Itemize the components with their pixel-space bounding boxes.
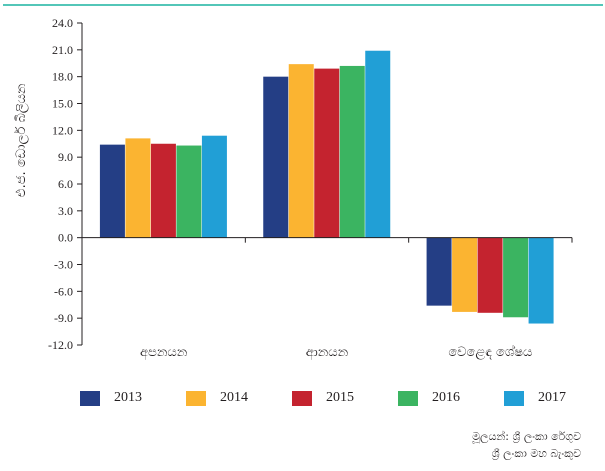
legend-item-2016: 2016 <box>398 388 460 408</box>
legend-swatch <box>80 390 100 406</box>
bar-2015-1 <box>150 143 176 238</box>
y-tick-label: 3.0 <box>58 204 73 218</box>
bar-2016-1 <box>176 145 202 238</box>
bar-2013-3 <box>426 237 452 306</box>
bar-2017-1 <box>201 135 227 238</box>
legend-label: 2013 <box>114 390 142 405</box>
top-rule <box>3 4 603 6</box>
y-tick-label: -9.0 <box>54 311 73 325</box>
legend-label: 2014 <box>220 390 248 405</box>
bar-2014-3 <box>452 237 478 312</box>
legend-item-2014: 2014 <box>186 388 248 408</box>
bar-2013-1 <box>99 144 125 238</box>
bar-2014-2 <box>288 64 314 238</box>
bar-2014-1 <box>125 138 151 238</box>
bar-2017-3 <box>528 237 554 324</box>
source-line-2: ශ්‍රී ලංකා මහ බැංකුව <box>491 447 581 460</box>
y-tick-label: 9.0 <box>58 150 73 164</box>
source-note: මූලයන්: ශ්‍රී ලංකා රේගුව ශ්‍රී ලංකා මහ බ… <box>472 428 581 462</box>
y-tick-label: 0.0 <box>58 231 73 245</box>
bar-2017-2 <box>365 50 391 238</box>
category-label: අපනයන <box>140 345 188 360</box>
y-tick-label: 15.0 <box>52 97 73 111</box>
y-tick-label: -12.0 <box>48 338 73 352</box>
category-label: වෙළෙඳ ශේෂය <box>448 344 532 360</box>
y-tick-label: -6.0 <box>54 284 73 298</box>
bar-2016-3 <box>503 237 529 318</box>
legend-item-2015: 2015 <box>292 388 354 408</box>
y-axis-title: එ.ජ. ඩොලර් බිලියන <box>13 83 29 197</box>
legend-item-2017: 2017 <box>504 388 566 408</box>
legend-swatch <box>504 390 524 406</box>
legend-label: 2015 <box>326 390 354 405</box>
y-tick-label: 12.0 <box>52 123 73 137</box>
legend-swatch <box>186 390 206 406</box>
bar-2013-2 <box>263 76 289 238</box>
legend-swatch <box>292 390 312 406</box>
y-tick-label: -3.0 <box>54 258 73 272</box>
bar-2015-2 <box>314 68 340 238</box>
legend-label: 2016 <box>432 390 460 405</box>
source-line-1: මූලයන්: ශ්‍රී ලංකා රේගුව <box>472 430 581 443</box>
bar-chart: 24.0 21.0 18.0 15.0 12.0 9.0 6.0 3.0 0.0 -3.0 -6.0… <box>13 16 573 360</box>
category-label: ආනයන <box>306 345 349 360</box>
y-tick-label: 24.0 <box>52 16 73 30</box>
legend-item-2013: 2013 <box>80 388 142 408</box>
legend-label: 2017 <box>538 390 566 405</box>
bar-2016-2 <box>339 65 365 238</box>
legend: 2013 2014 2015 2016 2017 <box>80 388 566 408</box>
bar-2015-3 <box>477 237 503 313</box>
y-tick-label: 18.0 <box>52 70 73 84</box>
y-tick-label: 6.0 <box>58 177 73 191</box>
legend-swatch <box>398 390 418 406</box>
y-tick-label: 21.0 <box>52 43 73 57</box>
